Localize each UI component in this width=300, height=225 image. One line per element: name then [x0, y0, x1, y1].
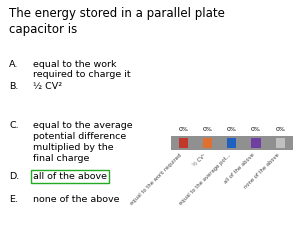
Text: all of the above: all of the above	[33, 172, 107, 181]
Bar	[171, 135, 292, 150]
Text: ½ CV²: ½ CV²	[33, 82, 62, 91]
Text: equal to the average
potential difference
multiplied by the
final charge: equal to the average potential differenc…	[33, 122, 133, 163]
Text: none of the above: none of the above	[243, 153, 280, 190]
Text: 0%: 0%	[178, 127, 188, 132]
Text: equal to the work
required to charge it: equal to the work required to charge it	[33, 60, 130, 79]
Text: 0%: 0%	[275, 127, 285, 132]
Text: equal to the work required: equal to the work required	[130, 153, 183, 206]
Text: E.: E.	[9, 195, 18, 204]
Text: 0%: 0%	[251, 127, 261, 132]
Bar	[227, 138, 236, 148]
Text: ½ CV²: ½ CV²	[193, 153, 207, 167]
Text: The energy stored in a parallel plate
capacitor is: The energy stored in a parallel plate ca…	[9, 7, 225, 36]
Bar	[203, 138, 212, 148]
Text: all of the above: all of the above	[224, 153, 256, 185]
Text: 0%: 0%	[202, 127, 212, 132]
Bar	[178, 138, 188, 148]
Bar	[251, 138, 261, 148]
Bar	[276, 138, 285, 148]
Text: C.: C.	[9, 122, 19, 130]
Text: B.: B.	[9, 82, 18, 91]
Text: none of the above: none of the above	[33, 195, 119, 204]
Text: 0%: 0%	[227, 127, 237, 132]
Text: equal to the average pot...: equal to the average pot...	[178, 153, 232, 206]
Text: A.: A.	[9, 60, 18, 69]
Text: D.: D.	[9, 172, 19, 181]
